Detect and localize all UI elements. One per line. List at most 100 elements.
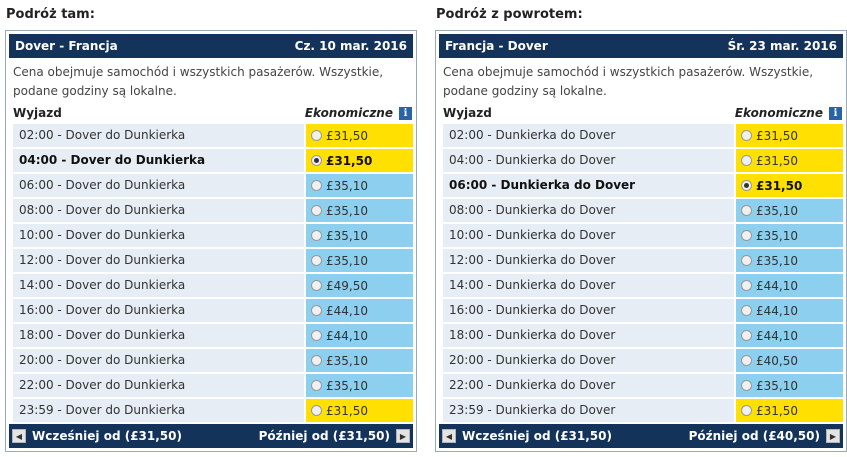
sailing-row[interactable]: 22:00 - Dover do Dunkierka £35,10 bbox=[13, 374, 413, 397]
fare-cell[interactable]: £44,10 bbox=[736, 299, 843, 322]
sailing-row[interactable]: 16:00 - Dunkierka do Dover £44,10 bbox=[443, 299, 843, 322]
fare-radio[interactable] bbox=[741, 405, 752, 416]
sailing-row[interactable]: 08:00 - Dover do Dunkierka £35,10 bbox=[13, 199, 413, 222]
fare-cell[interactable]: £35,10 bbox=[736, 374, 843, 397]
earlier-label[interactable]: Wcześniej od (£31,50) bbox=[462, 429, 612, 443]
fare-radio[interactable] bbox=[311, 155, 322, 166]
sailing-row[interactable]: 10:00 - Dunkierka do Dover £35,10 bbox=[443, 224, 843, 247]
sailing-row[interactable]: 02:00 - Dunkierka do Dover £31,50 bbox=[443, 124, 843, 147]
fare-radio[interactable] bbox=[741, 155, 752, 166]
fare-radio[interactable] bbox=[311, 180, 322, 191]
sailing-row[interactable]: 12:00 - Dover do Dunkierka £35,10 bbox=[13, 249, 413, 272]
info-icon[interactable]: i bbox=[829, 106, 842, 120]
fare-cell[interactable]: £35,10 bbox=[306, 249, 413, 272]
triangle-right-icon[interactable]: ▶ bbox=[826, 429, 840, 443]
sailing-row[interactable]: 20:00 - Dover do Dunkierka £35,10 bbox=[13, 349, 413, 372]
sailing-time: 14:00 - Dunkierka do Dover bbox=[443, 274, 734, 297]
earlier-label[interactable]: Wcześniej od (£31,50) bbox=[32, 429, 182, 443]
sailing-row[interactable]: 06:00 - Dunkierka do Dover £31,50 bbox=[443, 174, 843, 197]
sailing-time: 20:00 - Dunkierka do Dover bbox=[443, 349, 734, 372]
triangle-left-icon[interactable]: ◀ bbox=[12, 429, 26, 443]
fare-cell[interactable]: £31,50 bbox=[736, 399, 843, 422]
sailing-time: 20:00 - Dover do Dunkierka bbox=[13, 349, 304, 372]
departure-column-label: Wyjazd bbox=[13, 106, 62, 120]
fare-radio[interactable] bbox=[311, 230, 322, 241]
fare-cell[interactable]: £44,10 bbox=[736, 324, 843, 347]
sailing-row[interactable]: 14:00 - Dunkierka do Dover £44,10 bbox=[443, 274, 843, 297]
fare-cell[interactable]: £40,50 bbox=[736, 349, 843, 372]
fare-radio[interactable] bbox=[741, 205, 752, 216]
fare-price: £31,50 bbox=[756, 403, 798, 418]
triangle-right-icon[interactable]: ▶ bbox=[396, 429, 410, 443]
fare-radio[interactable] bbox=[311, 280, 322, 291]
fare-radio[interactable] bbox=[311, 305, 322, 316]
sailing-row[interactable]: 10:00 - Dover do Dunkierka £35,10 bbox=[13, 224, 413, 247]
fare-cell[interactable]: £31,50 bbox=[306, 399, 413, 422]
later-label[interactable]: Później od (£40,50) bbox=[688, 429, 820, 443]
return-earlier-link[interactable]: ◀ Wcześniej od (£31,50) bbox=[442, 429, 612, 443]
fare-price: £35,10 bbox=[326, 203, 368, 218]
fare-radio[interactable] bbox=[741, 230, 752, 241]
sailing-time: 10:00 - Dunkierka do Dover bbox=[443, 224, 734, 247]
fare-radio[interactable] bbox=[741, 130, 752, 141]
fare-cell[interactable]: £35,10 bbox=[736, 224, 843, 247]
fare-cell[interactable]: £31,50 bbox=[736, 124, 843, 147]
fare-cell[interactable]: £35,10 bbox=[306, 224, 413, 247]
fare-radio[interactable] bbox=[311, 205, 322, 216]
outbound-earlier-link[interactable]: ◀ Wcześniej od (£31,50) bbox=[12, 429, 182, 443]
fare-radio[interactable] bbox=[741, 380, 752, 391]
sailing-time: 12:00 - Dover do Dunkierka bbox=[13, 249, 304, 272]
triangle-left-icon[interactable]: ◀ bbox=[442, 429, 456, 443]
sailing-row[interactable]: 04:00 - Dunkierka do Dover £31,50 bbox=[443, 149, 843, 172]
fare-cell[interactable]: £35,10 bbox=[736, 199, 843, 222]
fare-cell[interactable]: £44,10 bbox=[736, 274, 843, 297]
fare-cell[interactable]: £35,10 bbox=[736, 249, 843, 272]
fare-radio[interactable] bbox=[311, 330, 322, 341]
info-icon[interactable]: i bbox=[399, 106, 412, 120]
fare-cell[interactable]: £44,10 bbox=[306, 324, 413, 347]
sailing-row[interactable]: 23:59 - Dunkierka do Dover £31,50 bbox=[443, 399, 843, 422]
sailing-row[interactable]: 18:00 - Dunkierka do Dover £44,10 bbox=[443, 324, 843, 347]
sailing-row[interactable]: 04:00 - Dover do Dunkierka £31,50 bbox=[13, 149, 413, 172]
sailing-row[interactable]: 02:00 - Dover do Dunkierka £31,50 bbox=[13, 124, 413, 147]
sailing-row[interactable]: 12:00 - Dunkierka do Dover £35,10 bbox=[443, 249, 843, 272]
fare-cell[interactable]: £35,10 bbox=[306, 349, 413, 372]
fare-radio[interactable] bbox=[311, 130, 322, 141]
outbound-later-link[interactable]: Później od (£31,50) ▶ bbox=[259, 429, 410, 443]
later-label[interactable]: Później od (£31,50) bbox=[258, 429, 390, 443]
fare-radio[interactable] bbox=[311, 355, 322, 366]
fare-radio[interactable] bbox=[741, 255, 752, 266]
sailing-row[interactable]: 06:00 - Dover do Dunkierka £35,10 bbox=[13, 174, 413, 197]
sailing-row[interactable]: 20:00 - Dunkierka do Dover £40,50 bbox=[443, 349, 843, 372]
fare-cell[interactable]: £35,10 bbox=[306, 199, 413, 222]
fare-radio[interactable] bbox=[741, 305, 752, 316]
return-later-link[interactable]: Później od (£40,50) ▶ bbox=[689, 429, 840, 443]
class-column-label: Ekonomiczne i bbox=[735, 106, 842, 120]
fare-cell[interactable]: £31,50 bbox=[736, 149, 843, 172]
sailing-row[interactable]: 16:00 - Dover do Dunkierka £44,10 bbox=[13, 299, 413, 322]
fare-radio[interactable] bbox=[311, 380, 322, 391]
sailing-time: 22:00 - Dover do Dunkierka bbox=[13, 374, 304, 397]
fare-cell[interactable]: £31,50 bbox=[306, 124, 413, 147]
fare-radio[interactable] bbox=[741, 180, 752, 191]
fare-cell[interactable]: £44,10 bbox=[306, 299, 413, 322]
fare-price: £35,10 bbox=[326, 228, 368, 243]
fare-radio[interactable] bbox=[741, 355, 752, 366]
fare-radio[interactable] bbox=[741, 330, 752, 341]
fare-cell[interactable]: £31,50 bbox=[306, 149, 413, 172]
sailing-row[interactable]: 18:00 - Dover do Dunkierka £44,10 bbox=[13, 324, 413, 347]
fare-price: £31,50 bbox=[756, 178, 803, 193]
sailing-row[interactable]: 22:00 - Dunkierka do Dover £35,10 bbox=[443, 374, 843, 397]
sailing-time: 16:00 - Dunkierka do Dover bbox=[443, 299, 734, 322]
fare-radio[interactable] bbox=[741, 280, 752, 291]
sailing-time: 18:00 - Dunkierka do Dover bbox=[443, 324, 734, 347]
fare-cell[interactable]: £31,50 bbox=[736, 174, 843, 197]
fare-cell[interactable]: £49,50 bbox=[306, 274, 413, 297]
fare-radio[interactable] bbox=[311, 405, 322, 416]
sailing-row[interactable]: 14:00 - Dover do Dunkierka £49,50 bbox=[13, 274, 413, 297]
sailing-row[interactable]: 23:59 - Dover do Dunkierka £31,50 bbox=[13, 399, 413, 422]
fare-cell[interactable]: £35,10 bbox=[306, 374, 413, 397]
fare-cell[interactable]: £35,10 bbox=[306, 174, 413, 197]
fare-radio[interactable] bbox=[311, 255, 322, 266]
sailing-row[interactable]: 08:00 - Dunkierka do Dover £35,10 bbox=[443, 199, 843, 222]
